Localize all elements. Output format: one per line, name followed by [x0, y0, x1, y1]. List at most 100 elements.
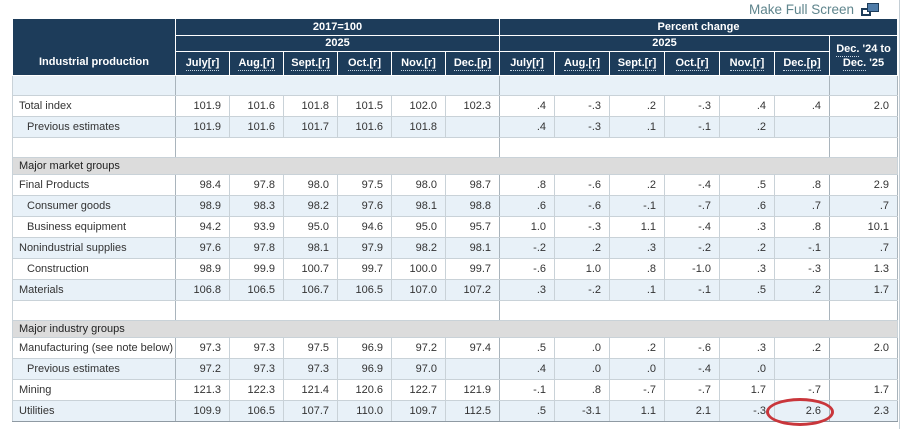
column-header-aug-pct[interactable]: Aug.[r]: [554, 51, 610, 76]
index-value-cell: 97.8: [229, 237, 284, 259]
column-header-industrial-production: Industrial production: [12, 18, 176, 76]
pct-change-cell: -.4: [664, 216, 720, 238]
pct-change-cell: .8: [609, 258, 665, 280]
pct-change-cell: .2: [609, 337, 665, 359]
index-value-cell: 112.5: [445, 400, 500, 422]
column-header-dec24-to-dec25[interactable]: Dec. '24 to Dec. '25: [829, 35, 898, 76]
pct-change-cell: .5: [719, 279, 775, 301]
pct-change-cell: -.1: [664, 116, 720, 138]
year-change-cell: 2.0: [829, 95, 898, 117]
pct-change-cell: .3: [719, 258, 775, 280]
spacer-cell: [499, 300, 830, 321]
spacer-cell: [12, 137, 176, 158]
column-header-sept-pct[interactable]: Sept.[r]: [609, 51, 665, 76]
index-value-cell: 122.3: [229, 379, 284, 401]
index-value-cell: 94.2: [175, 216, 230, 238]
pct-change-cell: -.1: [774, 237, 830, 259]
index-value-cell: 110.0: [337, 400, 392, 422]
column-header-dec-pct[interactable]: Dec.[p]: [774, 51, 830, 76]
column-header-july-index[interactable]: July[r]: [175, 51, 230, 76]
pct-change-cell: .1: [609, 116, 665, 138]
index-value-cell: 94.6: [337, 216, 392, 238]
index-value-cell: 97.6: [175, 237, 230, 259]
row-label: Mining: [12, 379, 176, 401]
column-header-oct-index[interactable]: Oct.[r]: [337, 51, 392, 76]
column-header-nov-pct[interactable]: Nov.[r]: [719, 51, 775, 76]
index-value-cell: 97.2: [175, 358, 230, 380]
column-header-dec-index[interactable]: Dec.[p]: [445, 51, 500, 76]
index-value-cell: 120.6: [337, 379, 392, 401]
spacer-cell: [829, 137, 898, 158]
spacer-row: [12, 75, 898, 96]
pct-change-cell: .0: [609, 358, 665, 380]
pct-change-cell: .3: [719, 337, 775, 359]
pct-change-cell: -.6: [554, 174, 610, 196]
spacer-cell: [499, 137, 830, 158]
row-label: Consumer goods: [12, 195, 176, 217]
pct-change-cell: 2.1: [664, 400, 720, 422]
year-change-cell: 2.0: [829, 337, 898, 359]
spacer-cell: [175, 137, 500, 158]
column-header-july-pct[interactable]: July[r]: [499, 51, 555, 76]
section-label: Major industry groups: [12, 320, 898, 338]
year-change-cell: 1.7: [829, 379, 898, 401]
pct-change-cell: 1.0: [499, 216, 555, 238]
column-header-sept-index[interactable]: Sept.[r]: [283, 51, 338, 76]
index-value-cell: 98.2: [391, 237, 446, 259]
index-value-cell: 101.6: [337, 116, 392, 138]
index-value-cell: 93.9: [229, 216, 284, 238]
index-value-cell: 98.4: [175, 174, 230, 196]
index-value-cell: 97.3: [283, 358, 338, 380]
index-value-cell: [445, 116, 500, 138]
row-label: Total index: [12, 95, 176, 117]
pct-change-cell: 1.1: [609, 216, 665, 238]
index-value-cell: 97.2: [391, 337, 446, 359]
index-value-cell: 98.0: [391, 174, 446, 196]
index-value-cell: 121.4: [283, 379, 338, 401]
pct-change-cell: .4: [499, 95, 555, 117]
pct-change-cell: .2: [609, 95, 665, 117]
spacer-row: [12, 300, 898, 321]
column-header-oct-pct[interactable]: Oct.[r]: [664, 51, 720, 76]
index-value-cell: 107.2: [445, 279, 500, 301]
pct-change-cell: .0: [719, 358, 775, 380]
row-label: Previous estimates: [12, 358, 176, 380]
pct-change-cell: .2: [774, 337, 830, 359]
column-header-nov-index[interactable]: Nov.[r]: [391, 51, 446, 76]
pct-change-cell: [774, 358, 830, 380]
column-header-aug-index[interactable]: Aug.[r]: [229, 51, 284, 76]
pct-change-cell: .4: [774, 95, 830, 117]
section-label: Major market groups: [12, 157, 898, 175]
change-head-line2: Dec. '25: [830, 56, 897, 71]
index-value-cell: 99.7: [445, 258, 500, 280]
spacer-cell: [175, 300, 500, 321]
pct-change-cell: 1.0: [554, 258, 610, 280]
make-full-screen-link[interactable]: Make Full Screen: [749, 2, 879, 17]
pct-change-cell: -.7: [774, 379, 830, 401]
index-value-cell: 98.1: [391, 195, 446, 217]
index-value-cell: 98.7: [445, 174, 500, 196]
index-value-cell: 101.5: [337, 95, 392, 117]
index-value-cell: 97.6: [337, 195, 392, 217]
table-row: Business equipment 94.2 93.9 95.0 94.6 95.0 95…: [12, 216, 898, 238]
pct-change-cell: .2: [609, 174, 665, 196]
pct-change-cell: .2: [554, 237, 610, 259]
index-value-cell: 100.7: [283, 258, 338, 280]
pct-change-cell: .2: [774, 279, 830, 301]
index-value-cell: 106.5: [229, 279, 284, 301]
pct-change-cell: .1: [609, 279, 665, 301]
index-value-cell: 98.9: [175, 258, 230, 280]
year-change-cell: 2.3: [829, 400, 898, 422]
index-value-cell: [445, 358, 500, 380]
index-value-cell: 98.8: [445, 195, 500, 217]
table-row: Materials 106.8 106.5 106.7 106.5 107.0 107.2.…: [12, 279, 898, 301]
index-value-cell: 95.0: [391, 216, 446, 238]
index-value-cell: 122.7: [391, 379, 446, 401]
index-value-cell: 97.3: [175, 337, 230, 359]
pct-change-cell: .0: [554, 337, 610, 359]
row-label: Final Products: [12, 174, 176, 196]
pct-change-cell: -.3: [664, 95, 720, 117]
full-screen-icon-front: [867, 3, 879, 12]
pct-change-cell: -.2: [664, 237, 720, 259]
